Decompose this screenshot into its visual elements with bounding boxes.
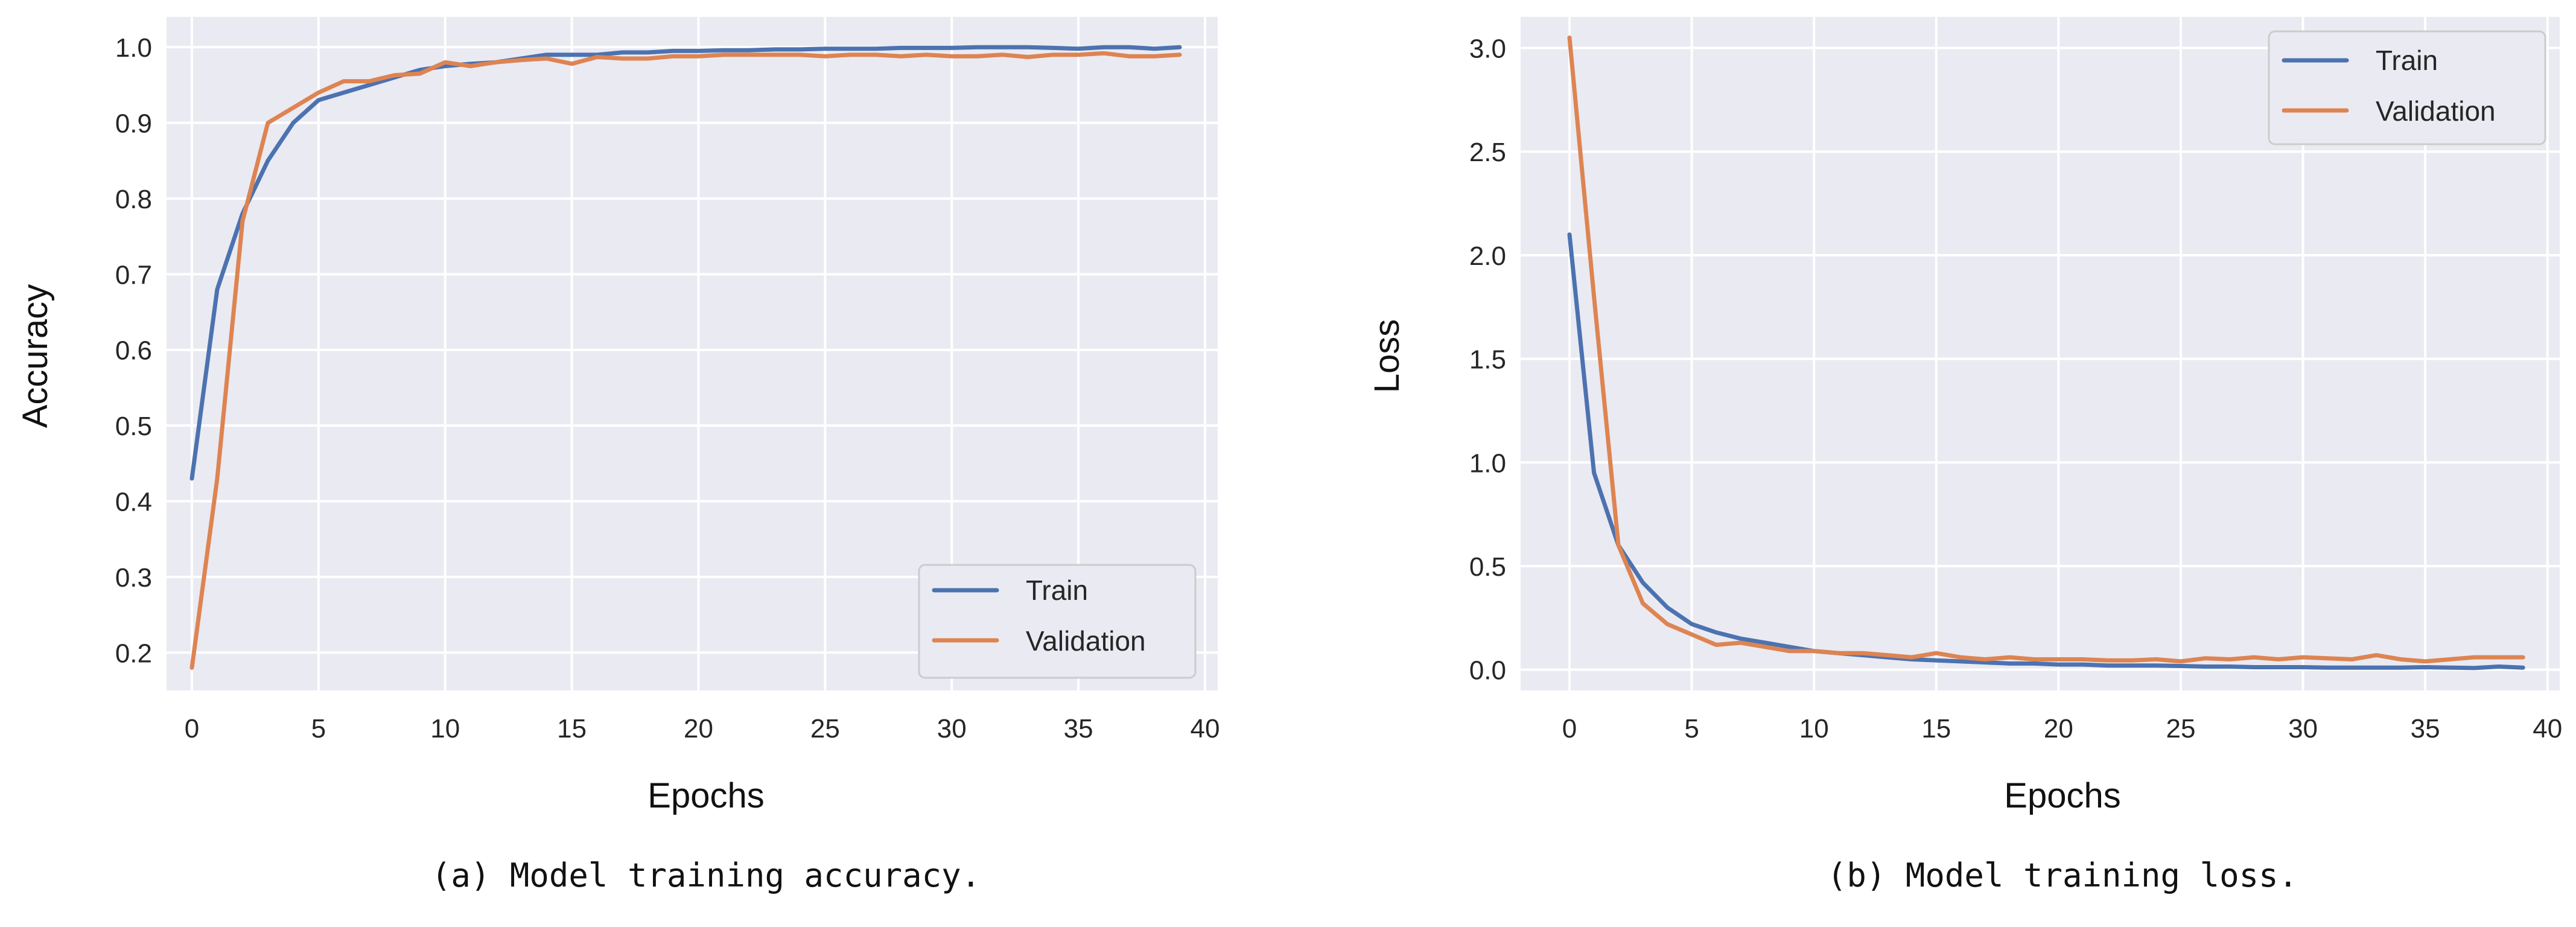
loss-series-layer bbox=[1567, 35, 2525, 671]
loss-y-tick-label: 3.0 bbox=[1469, 34, 1506, 64]
loss-y-tick-label: 1.0 bbox=[1469, 448, 1506, 478]
accuracy-legend: Train Validation bbox=[918, 564, 1197, 679]
accuracy-y-tick-label: 0.2 bbox=[115, 639, 152, 668]
accuracy-x-tick-label: 15 bbox=[557, 714, 587, 744]
accuracy-caption: (a) Model training accuracy. bbox=[431, 856, 981, 894]
loss-x-tick-label: 10 bbox=[1799, 714, 1829, 744]
accuracy-series-train-line bbox=[189, 45, 1182, 481]
loss-y-tick-label: 2.5 bbox=[1469, 138, 1506, 167]
loss-y-axis-label: Loss bbox=[1367, 319, 1407, 393]
loss-y-tick-label: 0.0 bbox=[1469, 656, 1506, 686]
accuracy-y-tick-label: 0.8 bbox=[115, 185, 152, 214]
loss-chart: 0 5 10 15 20 25 30 35 40 0.0 0.5 1.0 1.5 2.0 2.5 3.0 E… bbox=[1367, 17, 2562, 894]
accuracy-series-layer bbox=[189, 45, 1182, 670]
accuracy-y-axis-label: Accuracy bbox=[16, 284, 55, 428]
loss-x-tick-label: 5 bbox=[1684, 714, 1699, 744]
accuracy-y-tick-label: 0.4 bbox=[115, 488, 152, 517]
loss-y-tick-label: 0.5 bbox=[1469, 552, 1506, 582]
accuracy-x-tick-label: 5 bbox=[311, 714, 326, 744]
loss-legend: Train Validation bbox=[2268, 30, 2546, 145]
accuracy-x-tick-label: 10 bbox=[430, 714, 460, 744]
loss-series-validation-line bbox=[1567, 35, 2525, 664]
accuracy-y-tick-label: 0.7 bbox=[115, 260, 152, 290]
accuracy-x-tick-label: 20 bbox=[684, 714, 713, 744]
accuracy-legend-label-validation: Validation bbox=[1026, 625, 1146, 657]
accuracy-x-tick-label: 0 bbox=[185, 714, 199, 744]
accuracy-legend-label-train: Train bbox=[1026, 575, 1088, 606]
loss-x-tick-label: 20 bbox=[2044, 714, 2073, 744]
accuracy-y-ticks: 0.2 0.3 0.4 0.5 0.6 0.7 0.8 0.9 1.0 bbox=[115, 33, 152, 668]
loss-legend-label-validation: Validation bbox=[2376, 95, 2496, 127]
loss-x-ticks: 0 5 10 15 20 25 30 35 40 bbox=[1562, 714, 2562, 744]
accuracy-series-validation-line bbox=[189, 51, 1182, 670]
loss-x-tick-label: 25 bbox=[2166, 714, 2196, 744]
loss-x-tick-label: 30 bbox=[2288, 714, 2318, 744]
accuracy-x-ticks: 0 5 10 15 20 25 30 35 40 bbox=[185, 714, 1220, 744]
accuracy-y-tick-label: 0.6 bbox=[115, 336, 152, 366]
accuracy-chart: 0 5 10 15 20 25 30 35 40 0.20.30.40.50.60.70.80.… bbox=[16, 17, 1220, 894]
loss-x-tick-label: 0 bbox=[1562, 714, 1577, 744]
loss-x-axis-label: Epochs bbox=[2004, 776, 2120, 815]
accuracy-y-tick-label: 0.5 bbox=[115, 412, 152, 441]
accuracy-y-tick-label: 0.3 bbox=[115, 563, 152, 593]
loss-x-tick-label: 40 bbox=[2533, 714, 2562, 744]
accuracy-legend-box bbox=[918, 564, 1197, 679]
accuracy-x-tick-label: 35 bbox=[1064, 714, 1093, 744]
accuracy-x-tick-label: 40 bbox=[1191, 714, 1220, 744]
loss-x-tick-label: 15 bbox=[1921, 714, 1951, 744]
loss-caption: (b) Model training loss. bbox=[1827, 856, 2298, 894]
accuracy-x-axis-label: Epochs bbox=[647, 776, 764, 815]
loss-y-ticks: 0.0 0.5 1.0 1.5 2.0 2.5 3.0 bbox=[1469, 34, 1506, 686]
accuracy-y-tick-label: 0.9 bbox=[115, 109, 152, 139]
loss-x-tick-label: 35 bbox=[2411, 714, 2440, 744]
loss-y-tick-label: 2.0 bbox=[1469, 241, 1506, 271]
accuracy-y-tick-label: 1.0 bbox=[115, 33, 152, 63]
loss-y-tick-label: 1.5 bbox=[1469, 345, 1506, 375]
loss-legend-label-train: Train bbox=[2376, 45, 2438, 76]
loss-series-train-line bbox=[1567, 232, 2525, 671]
accuracy-x-tick-label: 30 bbox=[937, 714, 967, 744]
accuracy-x-tick-label: 25 bbox=[810, 714, 840, 744]
